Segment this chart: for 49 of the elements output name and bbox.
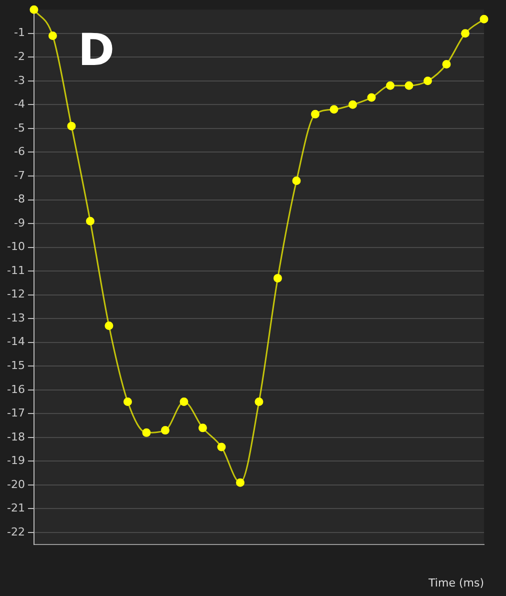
y-tick-label: -8: [14, 192, 25, 206]
y-tick-label: -15: [7, 358, 25, 372]
point: [461, 29, 470, 38]
y-tick-label: -16: [7, 382, 25, 396]
point: [48, 31, 57, 40]
y-tick-label: -10: [7, 240, 25, 254]
point: [404, 81, 414, 90]
point: [123, 398, 132, 406]
point: [180, 398, 188, 406]
point: [104, 321, 114, 330]
point: [348, 100, 357, 109]
point: [480, 14, 488, 24]
point: [310, 110, 320, 118]
y-tick-label: -7: [14, 168, 25, 182]
y-tick-label: -20: [7, 478, 25, 491]
y-tick-label: -1: [14, 26, 25, 40]
y-tick-label: -13: [7, 311, 25, 324]
point: [330, 105, 338, 114]
point: [442, 60, 451, 69]
y-tick-label: -4: [14, 98, 25, 111]
y-tick-label: -3: [14, 74, 25, 87]
y-tick-label: -17: [7, 406, 25, 420]
y-tick-label: -18: [7, 430, 25, 444]
point: [67, 122, 76, 130]
point: [30, 5, 38, 14]
y-tick-label: -2: [14, 50, 25, 63]
y-tick-label: -22: [7, 525, 25, 538]
y-tick-label: -21: [7, 502, 25, 515]
y-tick-label: -11: [7, 264, 25, 277]
annotation: D: [78, 25, 114, 76]
point: [273, 274, 282, 282]
x-axis-title: Time (ms): [428, 576, 484, 590]
point: [142, 428, 151, 437]
point: [86, 216, 94, 226]
point: [217, 442, 226, 452]
y-tick-label: -12: [7, 288, 25, 301]
point: [386, 81, 394, 90]
y-tick-label: -5: [14, 121, 25, 134]
point: [367, 93, 376, 102]
point: [423, 76, 432, 86]
point: [292, 176, 301, 185]
y-tick-label: -14: [7, 335, 25, 348]
point: [198, 424, 207, 432]
y-tick-label: -19: [7, 454, 25, 468]
point: [254, 398, 264, 406]
y-tick-label: -9: [14, 216, 25, 230]
point: [236, 478, 244, 487]
y-tick-label: -6: [14, 145, 25, 158]
point: [160, 426, 170, 435]
